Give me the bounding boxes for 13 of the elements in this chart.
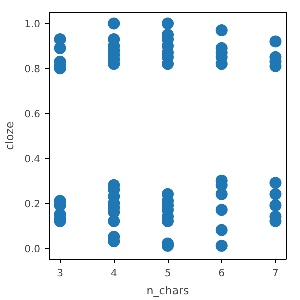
x-tick-label: 7 <box>272 268 279 280</box>
y-tick-label: 0.2 <box>24 199 41 210</box>
y-tick-label: 0.6 <box>24 110 41 121</box>
x-axis-title: n_chars <box>146 284 190 298</box>
x-tick-label: 4 <box>110 268 118 280</box>
y-axis-title: cloze <box>4 122 17 150</box>
y-tick-label: 0.8 <box>24 64 41 76</box>
x-tick-label: 6 <box>218 268 226 280</box>
x-tick-label: 5 <box>164 268 172 280</box>
x-tick-label: 3 <box>57 268 64 280</box>
y-tick-label: 0.0 <box>24 244 41 256</box>
y-tick-label: 1.0 <box>24 20 41 31</box>
y-tick-label: 0.4 <box>24 154 41 166</box>
